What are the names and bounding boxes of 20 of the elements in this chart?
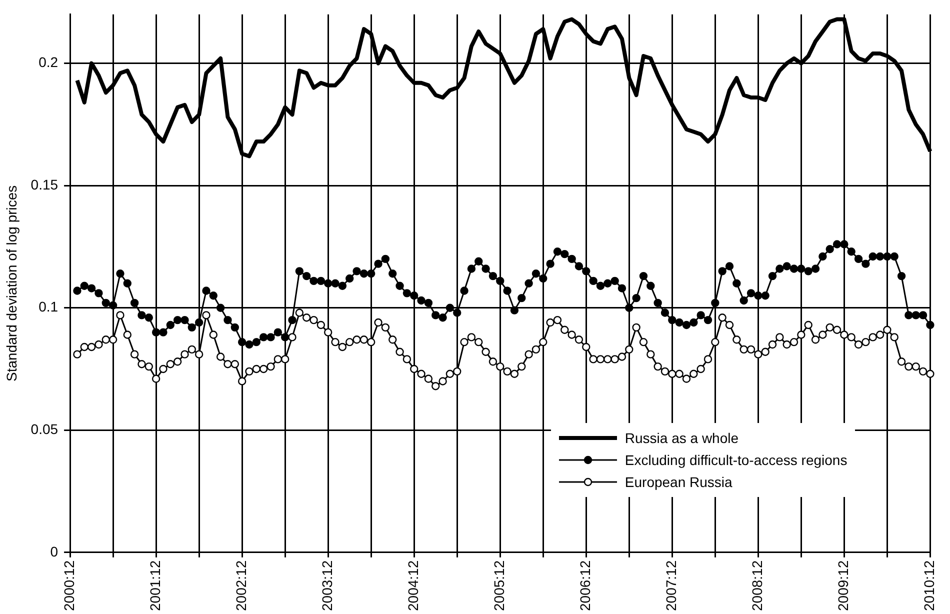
x-tick-label: 2000:12 [60, 560, 77, 612]
y-tick-label: 0.15 [30, 176, 58, 192]
legend-label: Excluding difficult-to-access regions [624, 451, 848, 470]
x-tick-label: 2009:12 [835, 560, 852, 612]
x-tick-label: 2010:12 [921, 560, 938, 612]
x-tick-label: 2006:12 [577, 560, 593, 612]
x-tick-label: 2007:12 [663, 560, 680, 612]
y-tick-label: 0 [50, 543, 58, 560]
y-axis-title: Standard deviation of log prices [3, 185, 20, 382]
x-tick-label: 2002:12 [232, 560, 249, 612]
legend-label: Russia as a whole [624, 429, 739, 448]
legend-label: European Russia [624, 473, 732, 492]
x-tick-label: 2005:12 [490, 560, 507, 612]
y-tick-label: 0.1 [38, 298, 58, 315]
x-tick-label: 2001:12 [146, 560, 163, 612]
y-tick-label: 0.05 [30, 420, 58, 437]
y-tick-label: 0.2 [38, 54, 58, 70]
x-tick-label: 2003:12 [318, 560, 335, 612]
x-tick-label: 2004:12 [404, 560, 421, 612]
x-tick-label: 2008:12 [749, 560, 766, 612]
